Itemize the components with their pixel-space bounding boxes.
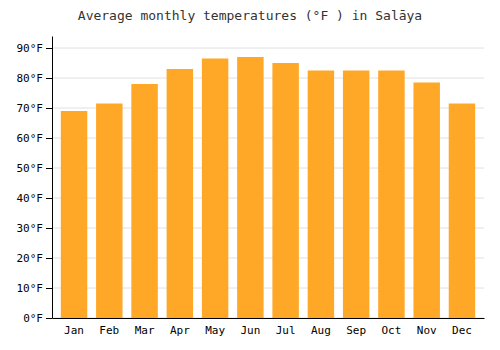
grid — [52, 48, 484, 318]
tick: 60°F — [17, 132, 53, 145]
tick-label: 90°F — [17, 42, 44, 55]
bar — [308, 71, 334, 319]
tick-label: Jul — [276, 324, 296, 337]
tick: 70°F — [17, 102, 53, 115]
tick: 0°F — [23, 312, 52, 325]
tick: 50°F — [17, 162, 53, 175]
tick-label: 50°F — [17, 162, 44, 175]
tick: Jan — [64, 324, 84, 337]
bar — [343, 71, 369, 319]
bar — [378, 71, 404, 319]
tick: Apr — [170, 324, 190, 337]
tick-label: Oct — [381, 324, 401, 337]
tick-label: Jan — [64, 324, 84, 337]
bar — [131, 84, 157, 318]
tick: 20°F — [17, 252, 53, 265]
grid-line — [52, 48, 484, 49]
bar — [272, 63, 298, 318]
tick-label: Nov — [417, 324, 437, 337]
tick: Sep — [346, 324, 366, 337]
tick-mark — [46, 48, 52, 49]
tick-label: Sep — [346, 324, 366, 337]
tick-label: Jun — [240, 324, 260, 337]
bars — [61, 57, 475, 318]
bar — [167, 69, 193, 318]
tick: 90°F — [17, 42, 53, 55]
tick-label: 40°F — [17, 192, 44, 205]
axis-line — [52, 37, 53, 319]
tick: Mar — [135, 324, 155, 337]
tick: Jul — [276, 324, 296, 337]
bar — [61, 111, 87, 318]
tick-mark — [46, 108, 52, 109]
tick-mark — [46, 288, 52, 289]
tick: Jun — [240, 324, 260, 337]
bar — [237, 57, 263, 318]
tick-label: 10°F — [17, 282, 44, 295]
tick-label: 30°F — [17, 222, 44, 235]
tick-label: Mar — [135, 324, 155, 337]
tick-label: 70°F — [17, 102, 44, 115]
tick-label: Aug — [311, 324, 331, 337]
tick-mark — [46, 138, 52, 139]
tick: Feb — [99, 324, 119, 337]
tick-mark — [46, 318, 52, 319]
tick: 10°F — [17, 282, 53, 295]
tick-label: 80°F — [17, 72, 44, 85]
tick: Aug — [311, 324, 331, 337]
tick-label: Feb — [99, 324, 119, 337]
tick-label: May — [205, 324, 225, 337]
tick-mark — [46, 228, 52, 229]
grid-line — [52, 78, 484, 79]
tick-label: Apr — [170, 324, 190, 337]
tick-label: 0°F — [23, 312, 43, 325]
plot: Jan Feb Mar Apr May Jun Jul Aug Sep Oct Nov Dec 0°F 1… — [17, 37, 485, 337]
bar — [202, 59, 228, 319]
tick: Oct — [381, 324, 401, 337]
tick-label: 60°F — [17, 132, 44, 145]
bar — [413, 83, 439, 319]
bar — [96, 104, 122, 319]
title: Average monthly temperatures (°F ) in Sa… — [78, 8, 422, 23]
tick: 40°F — [17, 192, 53, 205]
tick-label: Dec — [452, 324, 472, 337]
tick: 30°F — [17, 222, 53, 235]
tick-mark — [46, 258, 52, 259]
x-axis: Jan Feb Mar Apr May Jun Jul Aug Sep Oct Nov Dec — [53, 319, 485, 337]
tick: May — [205, 324, 225, 337]
bar — [449, 104, 475, 319]
tick-mark — [46, 168, 52, 169]
chart: Average monthly temperatures (°F ) in Sa… — [0, 0, 500, 350]
tick: Nov — [417, 324, 437, 337]
axis-line — [53, 318, 485, 319]
tick: 80°F — [17, 72, 53, 85]
y-axis: 0°F 10°F 20°F 30°F 40°F 50°F 60°F 70°F 80°F 90°F — [17, 37, 53, 326]
tick: Dec — [452, 324, 472, 337]
tick-mark — [46, 78, 52, 79]
tick-label: 20°F — [17, 252, 44, 265]
tick-mark — [46, 198, 52, 199]
